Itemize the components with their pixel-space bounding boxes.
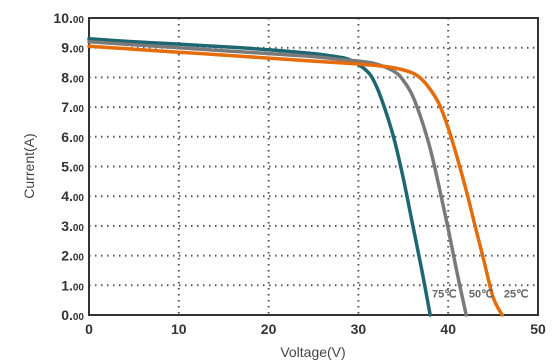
y-tick-label: 8.00 — [61, 69, 84, 85]
series-line-1 — [87, 40, 468, 317]
series-label: 50℃ — [469, 289, 494, 301]
y-tick-label: 5.00 — [61, 159, 84, 175]
series-layer — [87, 37, 504, 317]
series-line-0 — [87, 37, 432, 317]
y-tick-label: 0.00 — [61, 307, 84, 323]
y-tick-label: 3.00 — [61, 218, 84, 234]
y-tick-label: 4.00 — [61, 188, 84, 204]
x-tick-label: 0 — [85, 321, 93, 337]
series-labels: 75℃ 50℃ 25℃ — [432, 289, 528, 301]
y-axis-title: Current(A) — [21, 133, 37, 198]
y-tick-label: 6.00 — [61, 129, 84, 145]
y-tick-label: 9.00 — [61, 40, 84, 56]
series-label: 75℃ — [432, 289, 457, 301]
y-tick-label: 2.00 — [61, 248, 84, 264]
y-tick-label: 1.00 — [61, 277, 84, 293]
grid-lines — [89, 18, 538, 315]
series-line-2 — [87, 44, 504, 317]
plot-frame — [88, 17, 539, 316]
y-tick-label: 7.00 — [61, 99, 84, 115]
x-tick-label: 20 — [261, 321, 277, 337]
series-label: 25℃ — [504, 289, 529, 301]
x-tick-label: 30 — [351, 321, 367, 337]
x-axis-title: Voltage(V) — [280, 344, 345, 360]
y-tick-label: 10.00 — [53, 10, 84, 26]
x-tick-label: 10 — [171, 321, 187, 337]
tick-labels: 0 10 20 30 40 50 0.00 1.00 2.00 3.00 4.00 5.00 6.00 7… — [53, 10, 546, 337]
x-tick-label: 40 — [440, 321, 456, 337]
x-tick-label: 50 — [530, 321, 546, 337]
